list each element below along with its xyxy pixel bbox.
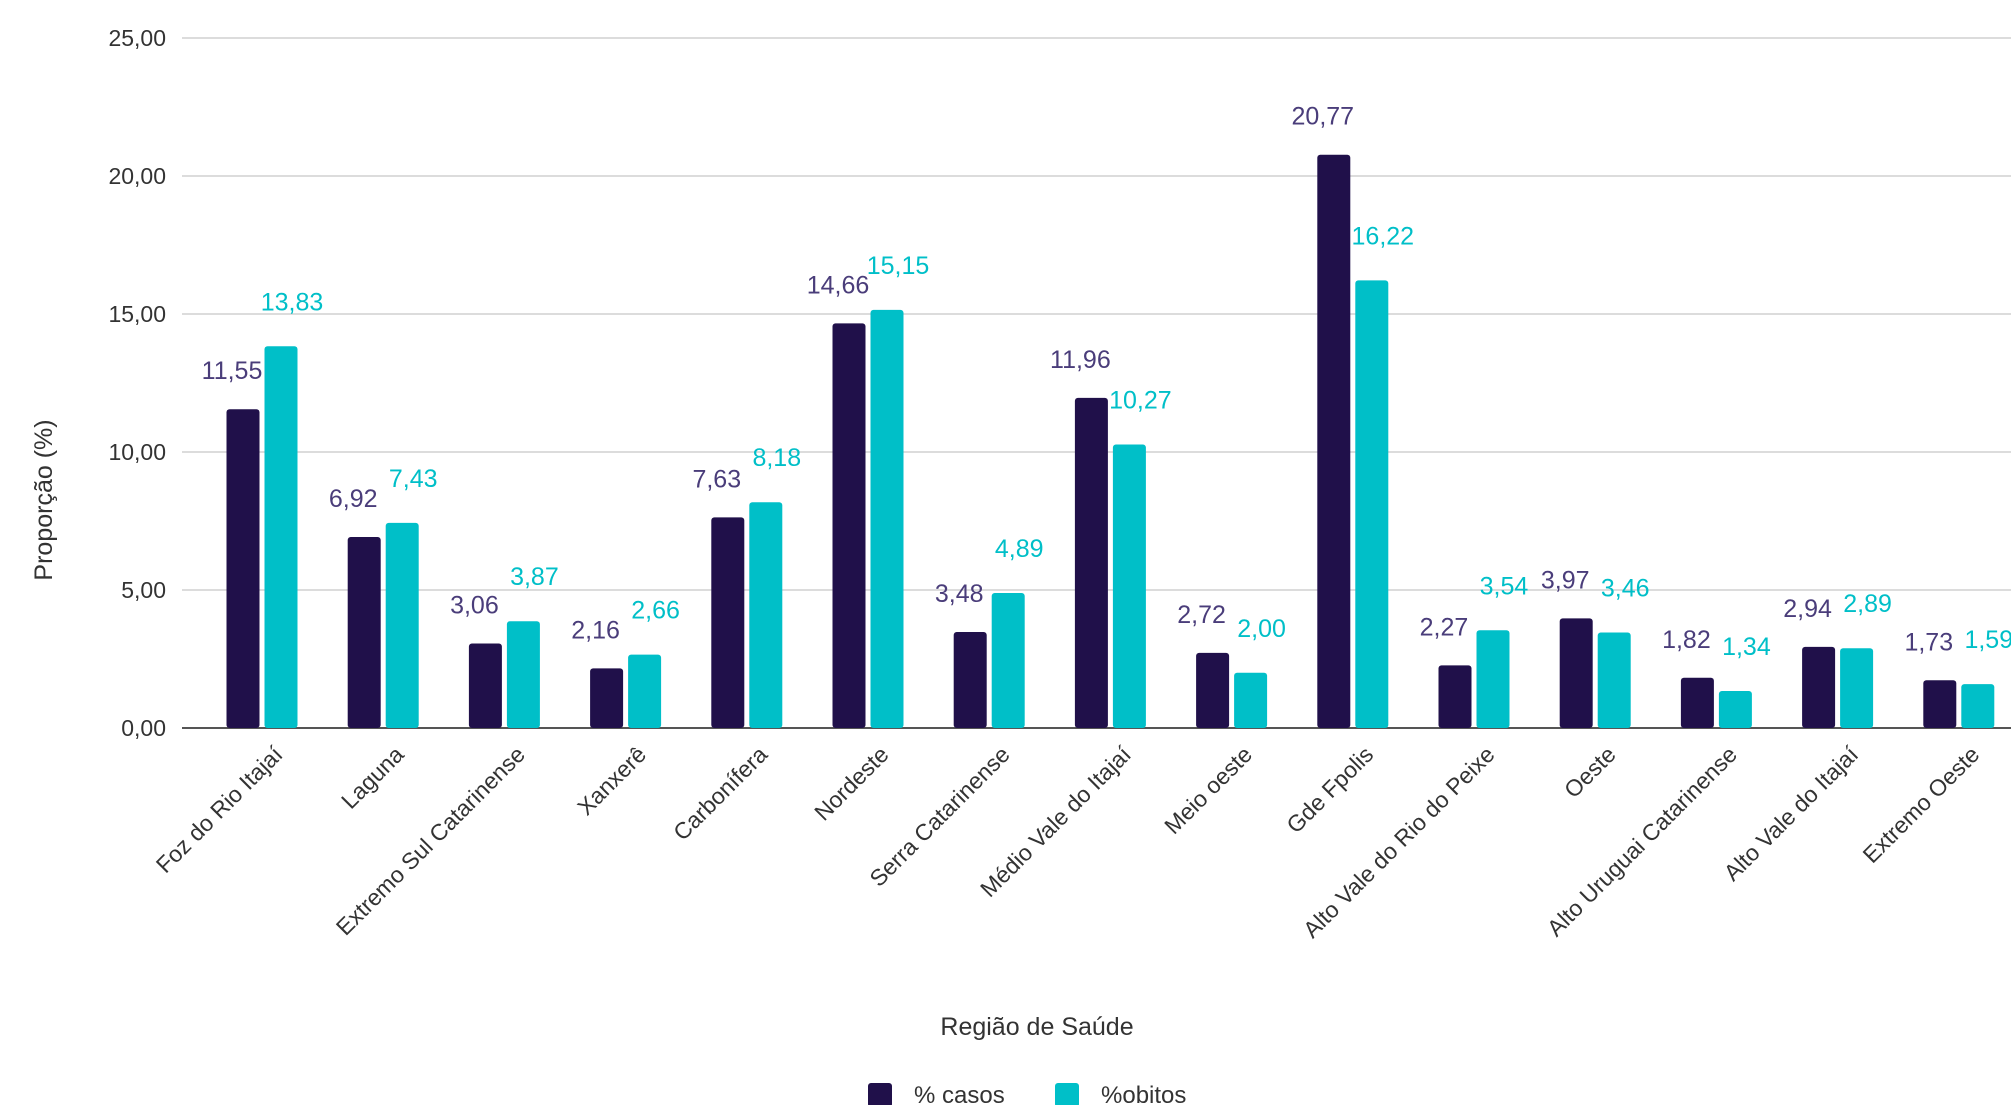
data-label-obitos: 1,34 bbox=[1722, 633, 1771, 661]
data-label-casos: 3,97 bbox=[1541, 566, 1590, 594]
y-tick-label: 10,00 bbox=[108, 439, 166, 465]
bar-casos bbox=[1802, 646, 1836, 728]
data-label-casos: 2,72 bbox=[1177, 601, 1226, 629]
bar-casos bbox=[1680, 677, 1714, 728]
data-label-casos: 3,48 bbox=[935, 580, 984, 608]
data-label-obitos: 2,66 bbox=[631, 597, 680, 625]
data-label-casos: 20,77 bbox=[1292, 103, 1355, 131]
y-axis-ticks: 0,00 5,00 10,00 15,00 20,00 25,00 bbox=[108, 25, 166, 741]
legend-label-casos: % casos bbox=[914, 1082, 1005, 1105]
data-label-obitos: 13,83 bbox=[261, 288, 324, 316]
bar-obitos bbox=[628, 654, 662, 728]
data-label-casos: 11,96 bbox=[1050, 346, 1111, 374]
bar-obitos bbox=[1112, 444, 1146, 728]
bar-casos bbox=[468, 643, 502, 728]
data-label-obitos: 16,22 bbox=[1352, 222, 1415, 250]
data-label-obitos: 3,54 bbox=[1480, 572, 1529, 600]
y-tick-label: 5,00 bbox=[121, 577, 166, 603]
x-category-label: Gde Fpolis bbox=[1281, 741, 1378, 838]
data-label-casos: 2,94 bbox=[1783, 595, 1832, 623]
y-axis-title: Proporção (%) bbox=[30, 419, 58, 580]
x-category-label: Laguna bbox=[336, 741, 409, 814]
x-category-label: Alto Vale do Rio do Peixe bbox=[1298, 741, 1500, 943]
bar-obitos bbox=[506, 621, 540, 728]
y-tick-label: 0,00 bbox=[121, 715, 166, 741]
bar-casos bbox=[226, 409, 260, 728]
data-label-obitos: 1,59 bbox=[1964, 626, 2011, 654]
x-category-label: Foz do Rio Itajaí bbox=[151, 741, 288, 878]
data-label-casos: 1,73 bbox=[1904, 628, 1953, 656]
bar-casos bbox=[1317, 154, 1351, 729]
bar-casos bbox=[711, 517, 745, 728]
x-category-label: Nordeste bbox=[809, 741, 893, 825]
x-category-label: Carbonífera bbox=[668, 741, 772, 845]
data-labels: 11,55 13,83 6,92 7,43 3,06 3,87 2,16 2,66 7,63 8,… bbox=[202, 103, 2011, 661]
x-category-label: Extremo Oeste bbox=[1857, 741, 1984, 868]
bar-obitos bbox=[385, 522, 419, 728]
bar-obitos bbox=[264, 346, 298, 728]
bar-obitos bbox=[1476, 630, 1510, 728]
bar-obitos bbox=[870, 309, 904, 728]
data-label-obitos: 2,89 bbox=[1843, 590, 1892, 618]
y-tick-label: 20,00 bbox=[108, 163, 166, 189]
data-label-obitos: 15,15 bbox=[867, 252, 930, 280]
data-label-casos: 6,92 bbox=[329, 485, 378, 513]
data-label-obitos: 7,43 bbox=[389, 465, 438, 493]
legend-label-obitos: %obitos bbox=[1101, 1082, 1186, 1105]
data-label-obitos: 2,00 bbox=[1237, 615, 1286, 643]
data-label-casos: 7,63 bbox=[692, 465, 741, 493]
data-label-casos: 2,27 bbox=[1420, 613, 1469, 641]
legend-swatch-obitos bbox=[1055, 1083, 1079, 1105]
bar-casos bbox=[832, 323, 866, 728]
data-label-obitos: 3,46 bbox=[1601, 575, 1650, 603]
data-label-casos: 2,16 bbox=[571, 616, 620, 644]
data-label-obitos: 10,27 bbox=[1109, 387, 1172, 415]
x-category-label: Oeste bbox=[1559, 741, 1621, 803]
bars bbox=[226, 154, 1995, 729]
x-category-label: Meio oeste bbox=[1159, 741, 1257, 839]
bar-casos bbox=[1559, 618, 1593, 728]
legend: % casos %obitos bbox=[868, 1082, 1186, 1105]
x-category-label: Alto Vale do Itajaí bbox=[1718, 741, 1863, 886]
legend-swatch-casos bbox=[868, 1083, 892, 1105]
data-label-obitos: 4,89 bbox=[995, 535, 1044, 563]
data-label-casos: 11,55 bbox=[202, 357, 263, 385]
x-category-label: Xanxerê bbox=[572, 741, 651, 820]
bar-obitos bbox=[1961, 684, 1995, 728]
bar-casos bbox=[1923, 680, 1957, 728]
x-axis-title: Região de Saúde bbox=[940, 1013, 1133, 1041]
bar-casos bbox=[347, 537, 381, 728]
bar-casos bbox=[953, 631, 987, 728]
data-label-obitos: 3,87 bbox=[510, 563, 559, 591]
bar-obitos bbox=[1355, 280, 1389, 728]
y-tick-label: 15,00 bbox=[108, 301, 166, 327]
bar-obitos bbox=[1840, 648, 1874, 728]
bar-obitos bbox=[1597, 632, 1631, 728]
bar-obitos bbox=[1234, 672, 1268, 728]
bar-casos bbox=[1074, 397, 1108, 728]
data-label-casos: 3,06 bbox=[450, 592, 499, 620]
bar-casos bbox=[1196, 652, 1230, 728]
data-label-obitos: 8,18 bbox=[752, 444, 801, 472]
bar-casos bbox=[590, 668, 624, 728]
data-label-casos: 14,66 bbox=[807, 271, 870, 299]
bar-obitos bbox=[749, 502, 783, 728]
bar-obitos bbox=[1718, 691, 1752, 728]
data-label-casos: 1,82 bbox=[1662, 626, 1711, 654]
y-tick-label: 25,00 bbox=[108, 25, 166, 51]
bar-casos bbox=[1438, 665, 1472, 728]
bar-obitos bbox=[991, 593, 1025, 728]
